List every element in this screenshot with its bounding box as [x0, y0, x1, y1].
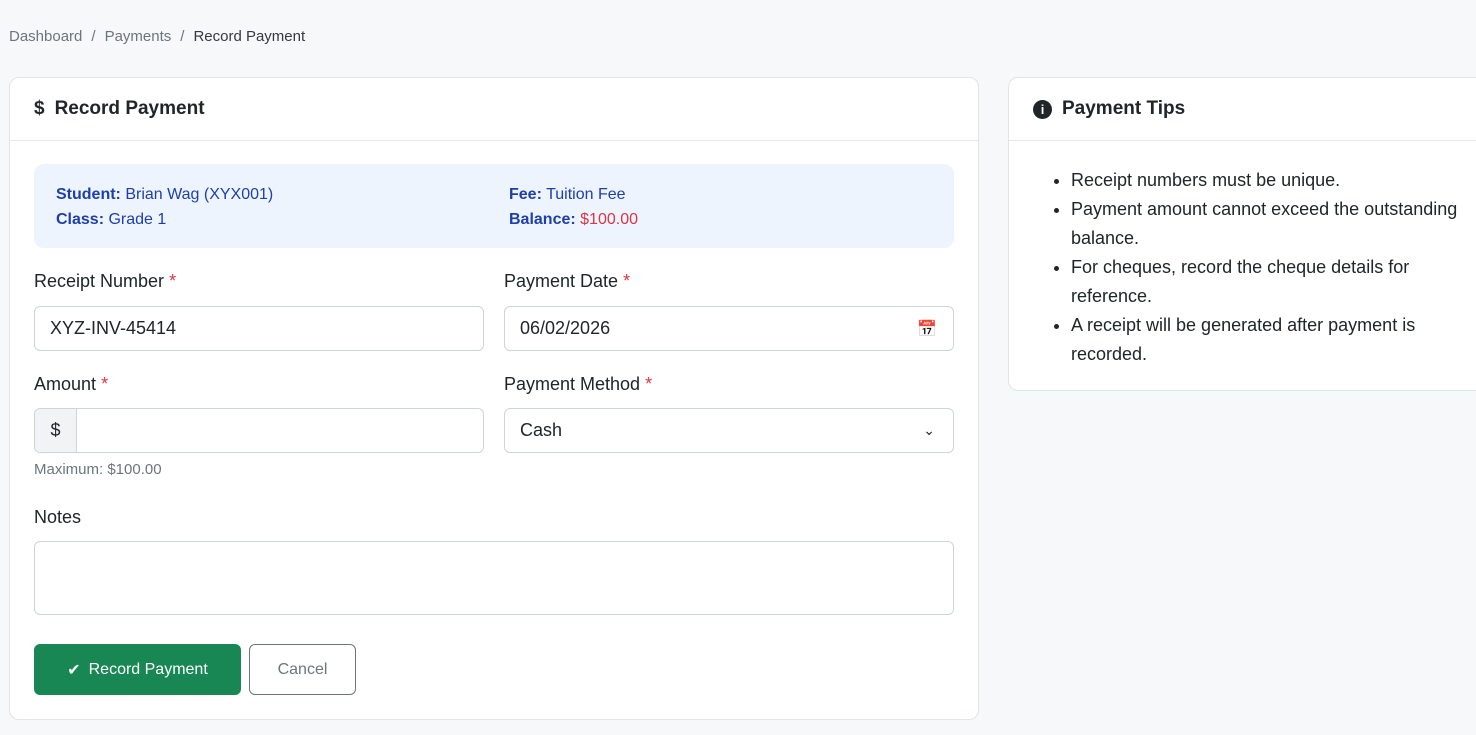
cancel-button[interactable]: Cancel [249, 644, 356, 695]
amount-help: Maximum: $100.00 [34, 461, 162, 478]
record-payment-button[interactable]: ✔ Record Payment [34, 644, 241, 695]
receipt-label: Receipt Number * [34, 271, 177, 291]
date-label: Payment Date * [504, 271, 631, 291]
payment-method-select[interactable]: Cash ⌄ [504, 408, 954, 453]
calendar-icon[interactable]: 📅 [917, 320, 937, 338]
student-label: Student: [56, 186, 121, 203]
amount-label: Amount * [34, 374, 109, 394]
fee-label: Fee: [509, 186, 542, 203]
breadcrumb: Dashboard / Payments / Record Payment [9, 28, 306, 45]
check-icon: ✔ [67, 661, 81, 679]
tip-item: For cheques, record the cheque details f… [1071, 253, 1461, 311]
balance-label: Balance: [509, 211, 576, 228]
breadcrumb-current: Record Payment [193, 28, 306, 45]
tip-item: A receipt will be generated after paymen… [1071, 311, 1461, 369]
notes-textarea[interactable] [34, 541, 954, 615]
amount-input[interactable]: $ [34, 408, 484, 453]
tip-item: Payment amount cannot exceed the outstan… [1071, 195, 1461, 253]
chevron-down-icon: ⌄ [923, 422, 935, 438]
info-icon: i [1033, 99, 1052, 119]
student-info-panel: Student: Brian Wag (XYX001) Class: Grade… [34, 164, 954, 248]
amount-prefix: $ [35, 409, 77, 452]
fee-value: Tuition Fee [546, 186, 626, 203]
class-value: Grade 1 [108, 211, 167, 228]
class-label: Class: [56, 211, 105, 228]
dollar-icon: $ [34, 98, 45, 119]
record-payment-card: $ Record Payment Student: Brian Wag (XYX0… [9, 77, 979, 720]
receipt-number-input[interactable]: XYZ-INV-45414 [34, 306, 484, 351]
method-label: Payment Method * [504, 374, 653, 394]
tips-list: Receipt numbers must be unique. Payment … [1071, 166, 1461, 369]
breadcrumb-dashboard[interactable]: Dashboard [9, 28, 83, 45]
breadcrumb-payments[interactable]: Payments [104, 28, 172, 45]
tips-title: Payment Tips [1062, 98, 1186, 119]
payment-tips-card: i Payment Tips Receipt numbers must be un… [1008, 77, 1476, 391]
balance-value: $100.00 [580, 211, 638, 228]
tip-item: Receipt numbers must be unique. [1071, 166, 1461, 195]
notes-label: Notes [34, 507, 82, 527]
payment-date-input[interactable]: 06/02/2026 📅 [504, 306, 954, 351]
student-value: Brian Wag (XYX001) [125, 186, 274, 203]
card-title: Record Payment [54, 98, 205, 119]
